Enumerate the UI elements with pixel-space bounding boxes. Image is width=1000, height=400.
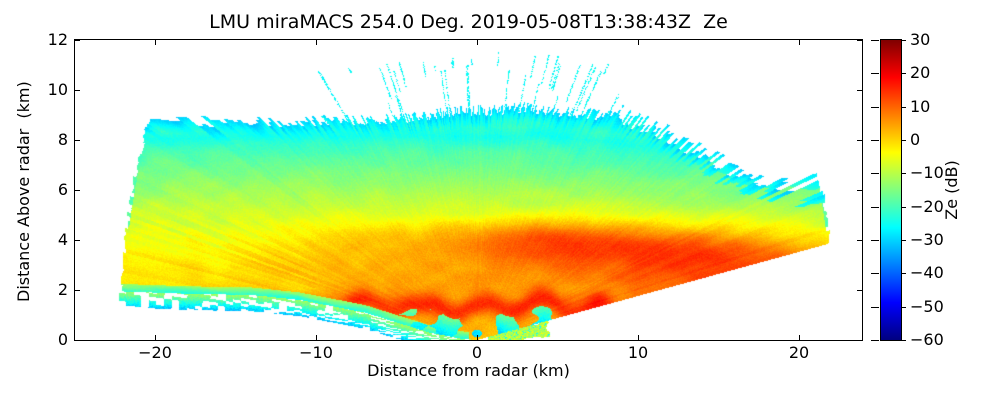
y-tick-right bbox=[857, 40, 862, 41]
colorbar-tick-label: −20 bbox=[910, 197, 944, 216]
y-tick bbox=[75, 140, 80, 141]
colorbar-left-tick bbox=[871, 73, 879, 74]
colorbar-tick bbox=[901, 207, 906, 208]
colorbar-tick bbox=[901, 107, 906, 108]
x-tick-top bbox=[316, 40, 317, 45]
y-tick-right bbox=[857, 240, 862, 241]
colorbar-tick-label: 30 bbox=[910, 30, 931, 49]
y-tick bbox=[75, 340, 80, 341]
y-tick-right bbox=[857, 340, 862, 341]
y-tick-label: 10 bbox=[47, 80, 68, 99]
colorbar bbox=[880, 39, 902, 341]
y-tick-label: 12 bbox=[47, 30, 68, 49]
y-tick-label: 8 bbox=[57, 130, 68, 149]
colorbar-tick-label: 0 bbox=[910, 130, 921, 149]
colorbar-tick-label: −40 bbox=[910, 263, 944, 282]
colorbar-left-tick bbox=[871, 140, 879, 141]
y-tick bbox=[75, 190, 80, 191]
x-tick-label: −20 bbox=[138, 343, 172, 362]
colorbar-tick-label: −60 bbox=[910, 330, 944, 349]
x-tick-label: 20 bbox=[788, 343, 810, 362]
x-tick bbox=[799, 335, 800, 340]
x-tick-top bbox=[155, 40, 156, 45]
colorbar-left-tick bbox=[871, 340, 879, 341]
y-tick-label: 2 bbox=[57, 280, 68, 299]
colorbar-left-tick bbox=[871, 240, 879, 241]
y-tick bbox=[75, 90, 80, 91]
x-tick-top bbox=[477, 40, 478, 45]
colorbar-tick bbox=[901, 340, 906, 341]
y-tick-label: 0 bbox=[57, 330, 68, 349]
y-tick bbox=[75, 240, 80, 241]
colorbar-tick-label: −10 bbox=[910, 163, 944, 182]
colorbar-left-tick bbox=[871, 307, 879, 308]
colorbar-left-tick bbox=[871, 40, 879, 41]
y-tick-label: 6 bbox=[57, 180, 68, 199]
x-tick-label: 10 bbox=[627, 343, 649, 362]
rhi-heatmap-canvas bbox=[75, 40, 862, 340]
colorbar-tick bbox=[901, 307, 906, 308]
colorbar-tick-label: 20 bbox=[910, 63, 931, 82]
x-tick bbox=[155, 335, 156, 340]
colorbar-label: Ze (dB) bbox=[942, 160, 961, 220]
colorbar-tick bbox=[901, 73, 906, 74]
x-axis-label: Distance from radar (km) bbox=[367, 361, 570, 380]
x-tick bbox=[638, 335, 639, 340]
x-tick-label: −10 bbox=[299, 343, 333, 362]
colorbar-left-tick bbox=[871, 207, 879, 208]
x-tick-top bbox=[638, 40, 639, 45]
x-tick-top bbox=[799, 40, 800, 45]
y-tick-right bbox=[857, 90, 862, 91]
y-tick-right bbox=[857, 140, 862, 141]
chart-title: LMU miraMACS 254.0 Deg. 2019-05-08T13:38… bbox=[209, 11, 728, 33]
x-tick bbox=[316, 335, 317, 340]
x-tick-label: 0 bbox=[471, 343, 483, 362]
colorbar-tick bbox=[901, 240, 906, 241]
y-tick bbox=[75, 290, 80, 291]
colorbar-tick-label: 10 bbox=[910, 97, 931, 116]
colorbar-tick bbox=[901, 173, 906, 174]
colorbar-tick-label: −30 bbox=[910, 230, 944, 249]
colorbar-tick bbox=[901, 40, 906, 41]
y-tick-label: 4 bbox=[57, 230, 68, 249]
y-tick-right bbox=[857, 190, 862, 191]
colorbar-tick bbox=[901, 273, 906, 274]
colorbar-left-tick bbox=[871, 107, 879, 108]
colorbar-tick bbox=[901, 140, 906, 141]
x-tick bbox=[477, 335, 478, 340]
colorbar-left-tick bbox=[871, 173, 879, 174]
y-tick bbox=[75, 40, 80, 41]
y-tick-right bbox=[857, 290, 862, 291]
colorbar-tick-label: −50 bbox=[910, 297, 944, 316]
plot-area bbox=[74, 39, 863, 341]
colorbar-left-tick bbox=[871, 273, 879, 274]
